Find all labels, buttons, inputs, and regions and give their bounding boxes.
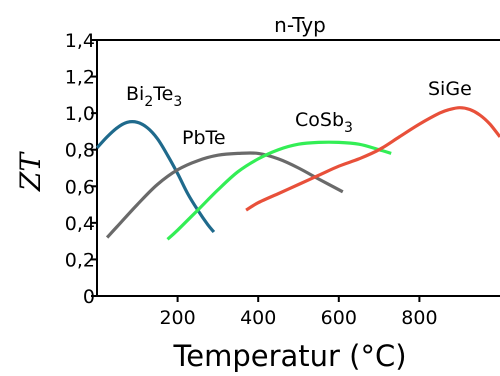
series-label-sige: SiGe [428, 78, 472, 100]
series-label-text: SiGe [428, 78, 472, 100]
series-group [95, 106, 500, 241]
series-label-text: PbTe [182, 127, 226, 149]
x-axis-label: Temperatur (°C) [172, 339, 406, 373]
ticks: 0 0,2 0,4 0,6 0,8 1,0 1,2 1,4 200 400 600 800 [65, 30, 438, 329]
x-tick-label: 600 [321, 307, 357, 329]
y-tick-label: 1,2 [65, 67, 95, 89]
x-tick-label: 800 [401, 307, 437, 329]
series-label-pbte: PbTe [182, 127, 226, 149]
series-label-bi2te3: Bi2Te3 [126, 83, 182, 110]
series-label-subscript: 3 [173, 94, 182, 110]
series-label-text: CoSb [295, 109, 344, 131]
y-tick-label: 0 [83, 286, 95, 308]
series-label-text: Te [152, 83, 173, 105]
chart-title: n-Typ [274, 13, 326, 37]
series-label-cosb3: CoSb3 [295, 109, 353, 136]
x-tick-label: 200 [159, 307, 195, 329]
y-tick-label: 0,6 [65, 176, 95, 198]
y-tick-label: 0,4 [65, 213, 95, 235]
y-tick-label: 1,4 [65, 30, 95, 52]
y-axis-label: ZT [14, 151, 47, 192]
series-line-pbte [105, 151, 344, 239]
y-tick-label: 1,0 [65, 103, 95, 125]
y-tick-label: 0,8 [65, 140, 95, 162]
series-label-subscript: 3 [344, 120, 353, 136]
series-label-text: Bi [126, 83, 144, 105]
y-tick-label: 0,2 [65, 249, 95, 271]
series-line-sige [245, 106, 500, 212]
series-line-cosb3 [166, 140, 392, 241]
axes [96, 39, 500, 297]
x-tick-label: 400 [240, 307, 276, 329]
series-label-subscript: 2 [144, 94, 153, 110]
